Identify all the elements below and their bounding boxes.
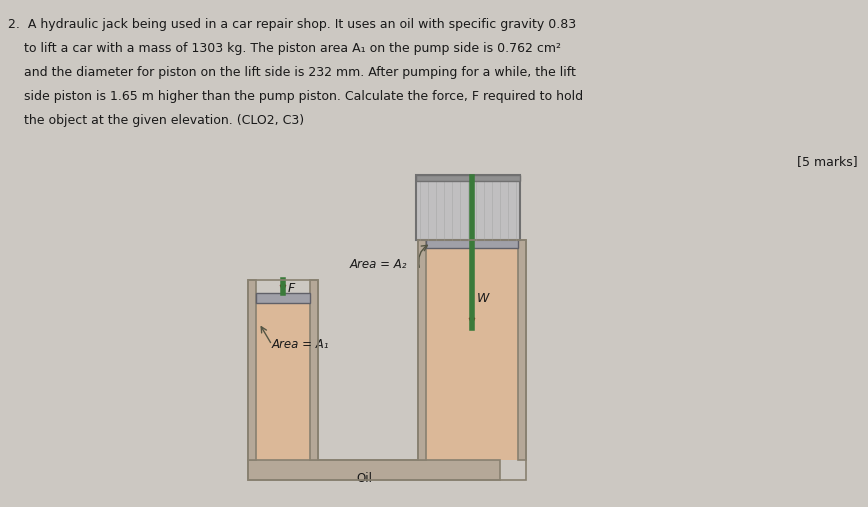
Text: W: W <box>477 292 490 305</box>
Text: and the diameter for piston on the lift side is 232 mm. After pumping for a whil: and the diameter for piston on the lift … <box>8 66 575 79</box>
Text: side piston is 1.65 m higher than the pump piston. Calculate the force, F requir: side piston is 1.65 m higher than the pu… <box>8 90 583 103</box>
Text: F: F <box>288 282 295 295</box>
Bar <box>418 240 426 460</box>
Text: Oil: Oil <box>356 472 372 485</box>
Text: the object at the given elevation. (CLO2, C3): the object at the given elevation. (CLO2… <box>8 114 304 127</box>
Bar <box>416 175 520 240</box>
Bar <box>518 240 526 460</box>
Bar <box>310 280 318 460</box>
Bar <box>248 460 500 480</box>
Text: Area = A₂: Area = A₂ <box>350 259 407 272</box>
Bar <box>416 175 520 181</box>
Bar <box>248 280 256 460</box>
Bar <box>256 293 310 303</box>
Text: [5 marks]: [5 marks] <box>798 155 858 168</box>
Text: to lift a car with a mass of 1303 kg. The piston area A₁ on the pump side is 0.7: to lift a car with a mass of 1303 kg. Th… <box>8 42 561 55</box>
Bar <box>426 238 518 248</box>
Bar <box>256 460 500 480</box>
Bar <box>426 248 518 460</box>
Text: Area = A₁: Area = A₁ <box>272 339 330 351</box>
Text: 2.  A hydraulic jack being used in a car repair shop. It uses an oil with specif: 2. A hydraulic jack being used in a car … <box>8 18 576 31</box>
Bar <box>256 303 310 460</box>
